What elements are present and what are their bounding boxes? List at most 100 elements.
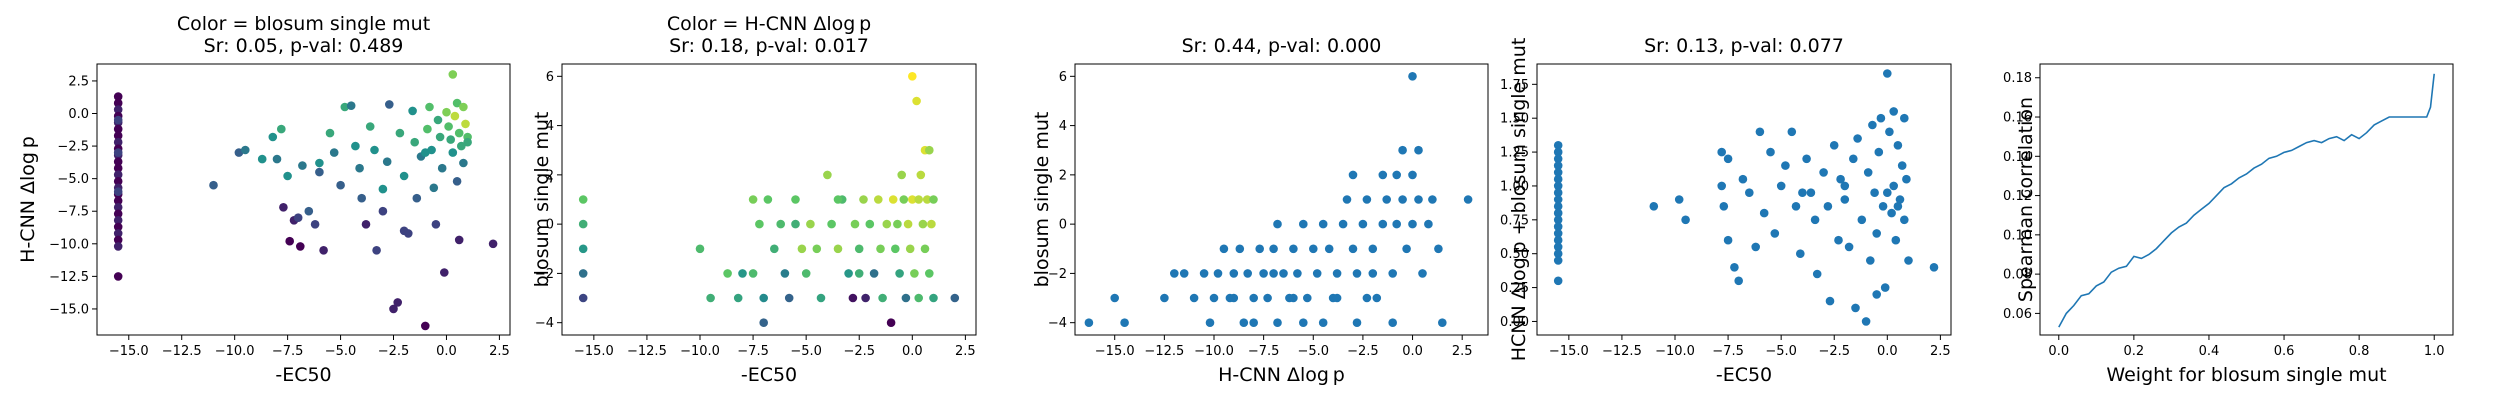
scatter-point bbox=[1299, 318, 1308, 328]
scatter-point bbox=[759, 293, 768, 303]
x-tick-label: −2.5 bbox=[843, 344, 875, 359]
scatter-point bbox=[421, 321, 430, 331]
scatter-point bbox=[319, 246, 328, 255]
scatter-point bbox=[1249, 318, 1258, 328]
scatter-point bbox=[891, 244, 900, 254]
scatter-point bbox=[277, 124, 286, 134]
scatter-point bbox=[1802, 154, 1811, 164]
scatter-point bbox=[1681, 215, 1690, 225]
scatter-point bbox=[113, 229, 123, 238]
scatter-point bbox=[395, 128, 405, 138]
x-tick-label: 0.0 bbox=[2048, 344, 2069, 359]
scatter-point bbox=[1382, 195, 1391, 204]
scatter-point bbox=[1806, 188, 1816, 197]
scatter-point bbox=[763, 195, 773, 204]
scatter-point bbox=[257, 154, 267, 164]
scatter-point bbox=[389, 304, 398, 314]
scatter-point bbox=[1553, 235, 1563, 245]
scatter-point bbox=[1904, 256, 1913, 265]
scatter-point bbox=[1398, 195, 1407, 204]
scatter-point bbox=[378, 206, 388, 216]
scatter-point bbox=[1408, 72, 1417, 81]
y-axis-label: Spearman correlation bbox=[2015, 97, 2037, 302]
scatter-point bbox=[1674, 195, 1684, 204]
y-tick-label: −7.5 bbox=[57, 205, 89, 220]
scatter-point bbox=[1553, 181, 1563, 191]
scatter-point bbox=[1362, 195, 1372, 204]
scatter-point bbox=[113, 209, 123, 219]
scatter-point bbox=[1840, 181, 1850, 191]
x-tick-label: −2.5 bbox=[1818, 344, 1850, 359]
scatter-point bbox=[1553, 141, 1563, 150]
scatter-point bbox=[113, 235, 123, 245]
y-tick-label: 0.18 bbox=[2003, 71, 2032, 86]
scatter-point bbox=[770, 244, 779, 254]
chart-title-line: Sr: 0.05, p-val: 0.489 bbox=[204, 35, 404, 57]
scatter-point bbox=[876, 244, 885, 254]
scatter-point bbox=[1553, 154, 1563, 164]
scatter-point bbox=[315, 158, 324, 168]
scatter-point bbox=[283, 171, 292, 181]
scatter-point bbox=[461, 119, 470, 129]
scatter-point bbox=[1312, 269, 1322, 278]
scatter-point bbox=[1348, 244, 1358, 254]
y-tick-label: 0.16 bbox=[2003, 111, 2032, 126]
scatter-point bbox=[429, 183, 439, 193]
scatter-point bbox=[929, 293, 938, 303]
scatter-point bbox=[823, 170, 832, 180]
scatter-point bbox=[1895, 195, 1905, 204]
scatter-point bbox=[1179, 269, 1189, 278]
scatter-point bbox=[1553, 229, 1563, 238]
y-tick-label: 0.0 bbox=[68, 107, 89, 122]
scatter-point bbox=[1428, 195, 1437, 204]
scatter-point bbox=[113, 115, 123, 125]
y-tick-label: 6 bbox=[546, 70, 554, 85]
scatter-point bbox=[1463, 195, 1473, 204]
y-axis-label: blosum single mut bbox=[531, 112, 553, 288]
scatter-point bbox=[806, 219, 815, 229]
scatter-point bbox=[113, 131, 123, 140]
scatter-point bbox=[1730, 263, 1739, 272]
scatter-point bbox=[113, 105, 123, 114]
x-tick-label: 0.4 bbox=[2199, 344, 2220, 359]
scatter-point bbox=[444, 122, 453, 131]
scatter-point bbox=[1553, 249, 1563, 258]
y-tick-label: −12.5 bbox=[49, 270, 89, 285]
scatter-point bbox=[1239, 318, 1249, 328]
scatter-point bbox=[423, 124, 432, 134]
scatter-point bbox=[893, 219, 902, 229]
scatter-point bbox=[113, 203, 123, 212]
scatter-point bbox=[1885, 127, 1894, 137]
y-tick-label: −5.0 bbox=[57, 172, 89, 187]
scatter-point bbox=[1553, 168, 1563, 177]
y-tick-label: 0.25 bbox=[1500, 281, 1529, 296]
chart-panel-2: Color = H-CNN Δlog pSr: 0.18, p-val: 0.0… bbox=[531, 13, 977, 386]
scatter-point bbox=[346, 101, 356, 110]
scatter-point bbox=[1893, 202, 1903, 211]
scatter-point bbox=[850, 219, 860, 229]
y-tick-label: −10.0 bbox=[49, 237, 89, 252]
scatter-point bbox=[914, 195, 923, 204]
x-tick-label: −12.5 bbox=[162, 344, 202, 359]
scatter-point bbox=[293, 213, 303, 222]
scatter-point bbox=[1889, 107, 1898, 116]
scatter-point bbox=[1434, 244, 1443, 254]
y-tick-label: −15.0 bbox=[49, 302, 89, 317]
scatter-point bbox=[1776, 181, 1786, 191]
scatter-point bbox=[382, 157, 392, 166]
scatter-point bbox=[950, 293, 960, 303]
scatter-point bbox=[895, 269, 904, 278]
scatter-point bbox=[1798, 188, 1807, 197]
x-tick-label: −10.0 bbox=[215, 344, 255, 359]
scatter-point bbox=[1863, 168, 1873, 177]
y-axis-label: H-CNN Δlog p bbox=[17, 136, 39, 263]
scatter-point bbox=[399, 226, 409, 236]
scatter-point bbox=[748, 195, 758, 204]
scatter-point bbox=[1812, 269, 1822, 279]
x-axis-label: -EC50 bbox=[275, 364, 331, 386]
scatter-point bbox=[1717, 181, 1726, 191]
scatter-point bbox=[901, 293, 911, 303]
scatter-point bbox=[1259, 269, 1268, 278]
scatter-point bbox=[1213, 269, 1223, 278]
scatter-point bbox=[1836, 174, 1845, 184]
